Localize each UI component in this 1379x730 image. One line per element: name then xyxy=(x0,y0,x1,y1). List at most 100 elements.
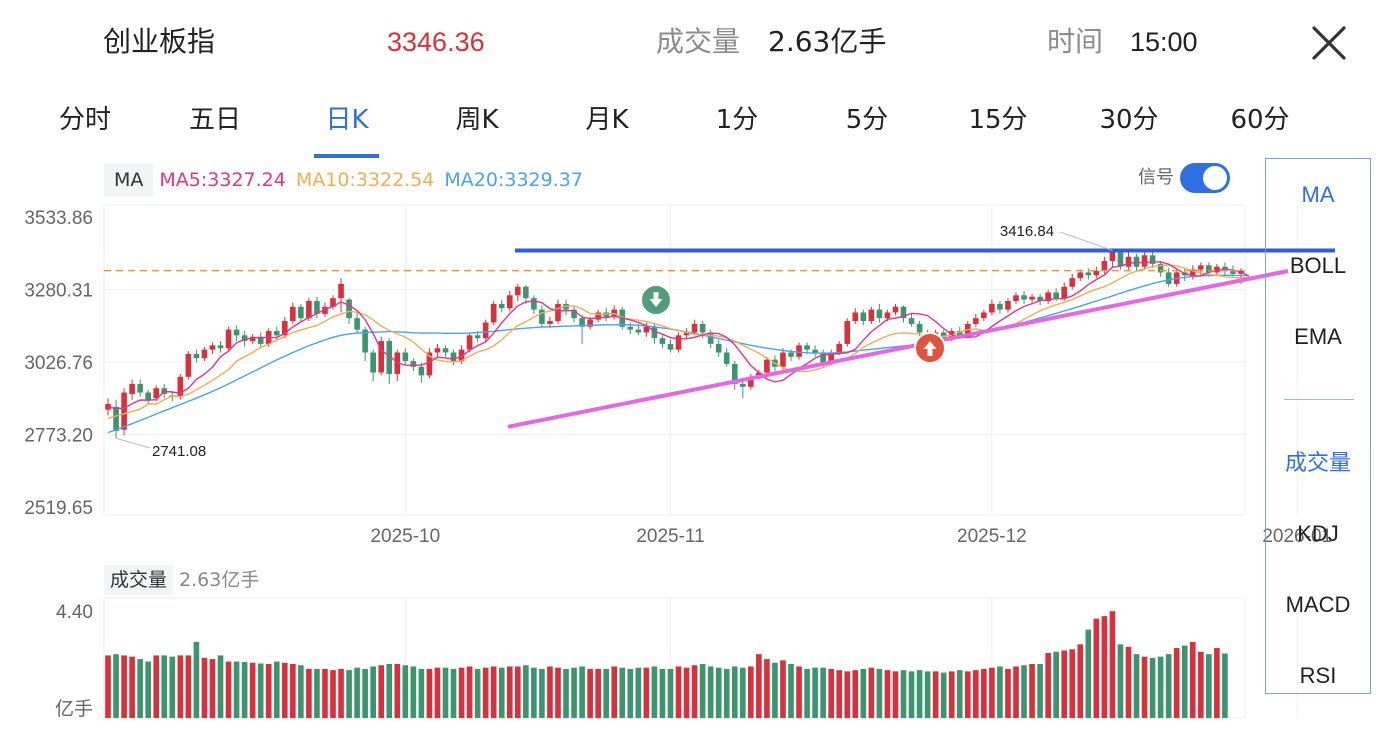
volume-bar xyxy=(458,667,465,718)
volume-bar xyxy=(1117,644,1124,718)
volume-bar xyxy=(683,667,690,718)
candle-body xyxy=(699,323,706,333)
volume-bar xyxy=(547,666,553,718)
panel-divider xyxy=(1284,399,1354,400)
volume-bar xyxy=(523,665,529,718)
candle-body xyxy=(113,406,119,432)
tab-60min[interactable]: 60分 xyxy=(1230,105,1290,135)
candle-body xyxy=(643,326,650,333)
volume-bar xyxy=(1206,654,1212,718)
volume-bar xyxy=(153,655,160,718)
volume-bar xyxy=(354,667,360,718)
candle-body xyxy=(715,343,722,353)
candle-body xyxy=(330,298,336,307)
volume-bar xyxy=(1165,654,1172,718)
candle-body xyxy=(378,341,385,373)
signal-toggle[interactable] xyxy=(1180,163,1230,193)
candle-body xyxy=(458,349,465,362)
volume-bar xyxy=(265,664,272,718)
indicator-rsi[interactable]: RSI xyxy=(1299,663,1337,688)
volume-bar xyxy=(225,661,232,718)
volume-bar xyxy=(579,666,585,718)
indicator-ma[interactable]: MA xyxy=(1301,182,1335,207)
ma10-line xyxy=(107,264,1250,419)
volume-label: 成交量 xyxy=(656,25,741,58)
candle-body xyxy=(828,352,834,363)
period-tabs: 分时 五日 日K 周K 月K 1分 5分 15分 30分 60分 xyxy=(0,92,1379,158)
x-tick-label: 2025-12 xyxy=(957,526,1027,547)
ma20-legend: MA20:3329.37 xyxy=(444,169,583,191)
volume-bar xyxy=(1141,656,1148,718)
volume-bar xyxy=(900,670,907,718)
volume-bar xyxy=(908,671,915,718)
tab-5min[interactable]: 5分 xyxy=(845,105,889,135)
plot-frame xyxy=(103,204,1246,516)
tab-yuek[interactable]: 月K xyxy=(585,105,629,135)
candle-body xyxy=(627,326,634,330)
toggle-knob xyxy=(1203,166,1227,190)
candle-body xyxy=(555,303,561,322)
candle-body xyxy=(1117,252,1124,267)
volume-bar xyxy=(362,668,368,718)
volume-bar xyxy=(466,666,473,718)
volume-bar xyxy=(1053,651,1059,718)
candle-body xyxy=(635,329,642,333)
candle-body xyxy=(876,309,883,319)
indicator-macd[interactable]: MACD xyxy=(1285,592,1351,617)
indicator-ema[interactable]: EMA xyxy=(1294,324,1342,349)
volume-bar xyxy=(675,666,682,718)
volume-bar xyxy=(434,667,441,718)
candle-body xyxy=(667,343,674,350)
candle-body xyxy=(370,352,376,373)
indicator-boll[interactable]: BOLL xyxy=(1289,253,1347,278)
volume-bar xyxy=(764,659,770,718)
candle-body xyxy=(201,349,208,359)
candle-body xyxy=(723,352,730,364)
candle-body xyxy=(579,318,585,327)
x-tick-label: 2026-01 xyxy=(1262,526,1332,547)
candle-body xyxy=(1005,301,1011,310)
tab-wuri[interactable]: 五日 xyxy=(188,105,242,135)
volume-bar xyxy=(442,667,449,718)
time-value: 15:00 xyxy=(1130,27,1198,57)
volume-bar xyxy=(338,668,344,718)
candle-body xyxy=(482,322,489,339)
candle-body xyxy=(273,331,280,336)
volume-bar xyxy=(715,667,722,718)
volume-bar xyxy=(217,655,224,718)
close-icon[interactable] xyxy=(1308,22,1350,64)
tab-fenshi[interactable]: 分时 xyxy=(58,105,112,135)
volume-bar xyxy=(394,664,401,718)
volume-bar xyxy=(370,666,376,718)
candle-body xyxy=(595,312,601,320)
ma-legend-box[interactable]: MA xyxy=(104,163,154,197)
volume-bar xyxy=(169,656,176,718)
candle-body xyxy=(193,353,200,359)
candle-body xyxy=(1197,265,1204,270)
candle-body xyxy=(788,352,794,357)
tab-rik[interactable]: 日K xyxy=(325,105,369,135)
candle-body xyxy=(940,332,947,339)
indicator-kdj[interactable]: KDJ xyxy=(1297,521,1339,546)
candle-body xyxy=(675,335,682,350)
indicator-volume[interactable]: 成交量 xyxy=(1284,450,1351,475)
tab-zhouk[interactable]: 周K xyxy=(455,105,499,135)
ma5-line xyxy=(107,261,1250,409)
volume-bar xyxy=(948,671,955,718)
tab-15min[interactable]: 15分 xyxy=(968,105,1028,135)
volume-bar xyxy=(418,668,425,718)
volume-bar xyxy=(1133,654,1140,718)
candle-body xyxy=(474,335,481,339)
volume-bar xyxy=(1013,666,1019,718)
candle-body xyxy=(860,312,867,322)
volume-bar xyxy=(113,654,119,718)
close-button[interactable] xyxy=(1308,22,1350,64)
candle-body xyxy=(1013,295,1019,302)
tab-30min[interactable]: 30分 xyxy=(1099,105,1159,135)
candle-body xyxy=(217,345,224,349)
volume-bar xyxy=(820,667,826,718)
volume-unit-label: 亿手 xyxy=(55,698,93,720)
volume-bar xyxy=(1109,611,1116,718)
tab-1min[interactable]: 1分 xyxy=(715,105,759,135)
volume-bar xyxy=(836,670,843,718)
